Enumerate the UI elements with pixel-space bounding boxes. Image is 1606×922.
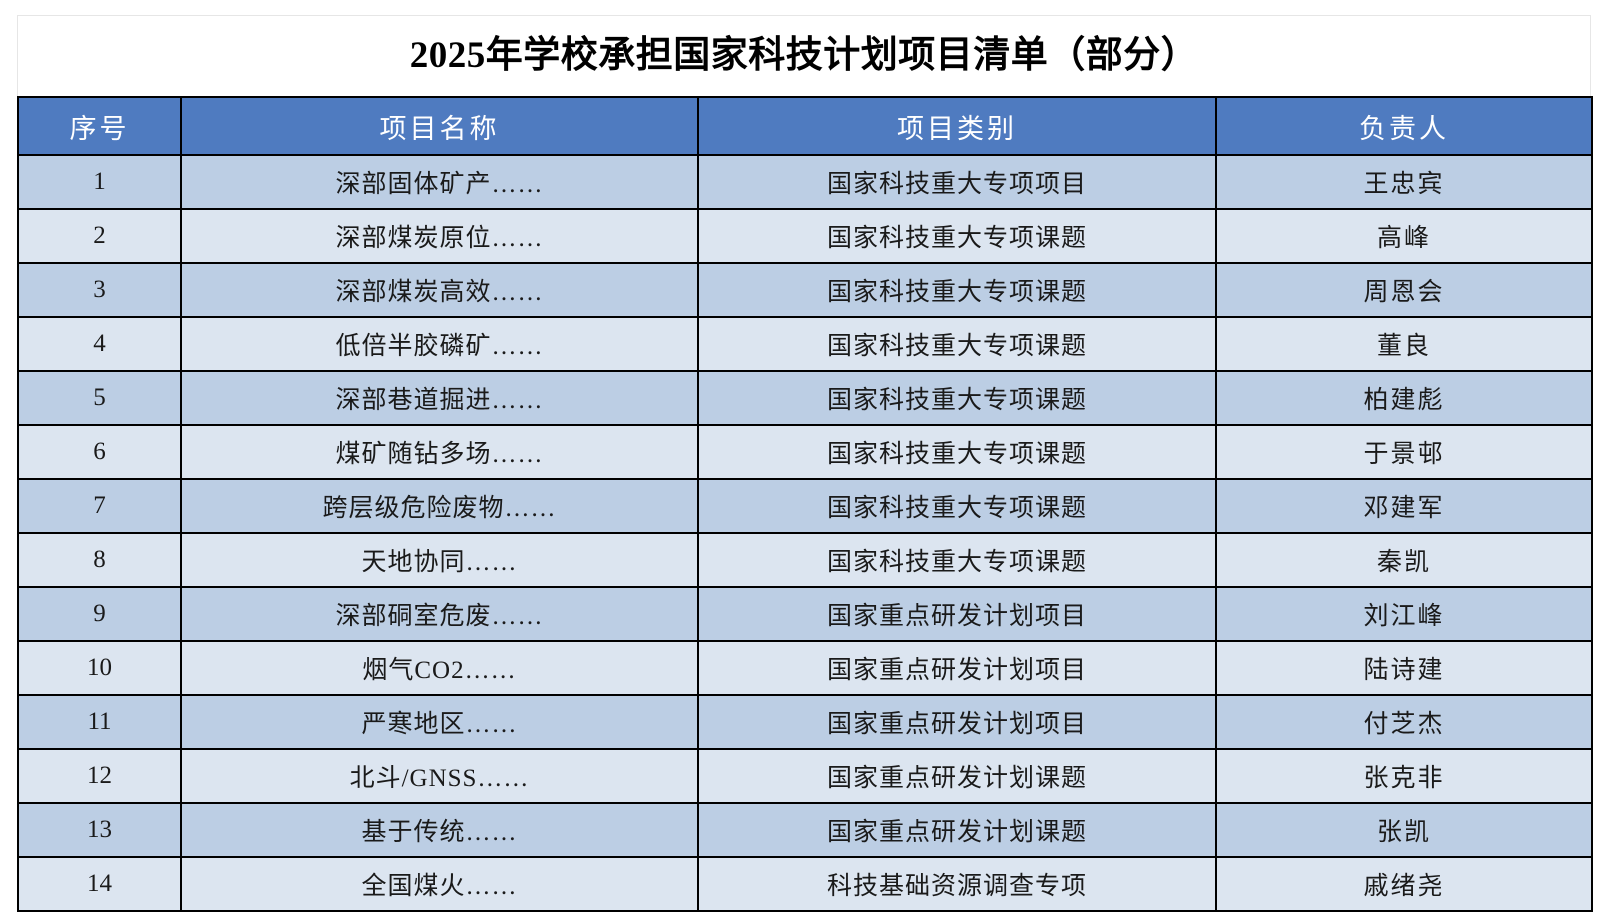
cell-name: 北斗/GNSS…… [180, 748, 699, 804]
cell-no: 5 [17, 370, 182, 426]
table-row[interactable]: 11 严寒地区…… 国家重点研发计划项目 付芝杰 [17, 694, 1593, 750]
cell-pi: 董良 [1215, 316, 1593, 372]
cell-pi: 高峰 [1215, 208, 1593, 264]
column-header-pi[interactable]: 负责人 [1215, 96, 1593, 156]
table-row[interactable]: 2 深部煤炭原位…… 国家科技重大专项课题 高峰 [17, 208, 1593, 264]
table-header-row: 序号 项目名称 项目类别 负责人 [17, 96, 1593, 156]
cell-pi: 张凯 [1215, 802, 1593, 858]
cell-no: 4 [17, 316, 182, 372]
cell-cat: 国家科技重大专项课题 [697, 424, 1217, 480]
cell-name: 跨层级危险废物…… [180, 478, 699, 534]
cell-cat: 国家科技重大专项课题 [697, 532, 1217, 588]
table-row[interactable]: 9 深部硐室危废…… 国家重点研发计划项目 刘江峰 [17, 586, 1593, 642]
column-header-name[interactable]: 项目名称 [180, 96, 699, 156]
cell-name: 全国煤火…… [180, 856, 699, 912]
cell-cat: 国家科技重大专项课题 [697, 370, 1217, 426]
cell-name: 深部巷道掘进…… [180, 370, 699, 426]
column-header-cat[interactable]: 项目类别 [697, 96, 1217, 156]
cell-no: 14 [17, 856, 182, 912]
cell-cat: 国家重点研发计划项目 [697, 640, 1217, 696]
cell-pi: 陆诗建 [1215, 640, 1593, 696]
table-row[interactable]: 8 天地协同…… 国家科技重大专项课题 秦凯 [17, 532, 1593, 588]
table-row[interactable]: 4 低倍半胶磷矿…… 国家科技重大专项课题 董良 [17, 316, 1593, 372]
table-row[interactable]: 3 深部煤炭高效…… 国家科技重大专项课题 周恩会 [17, 262, 1593, 318]
table-row[interactable]: 6 煤矿随钻多场…… 国家科技重大专项课题 于景邨 [17, 424, 1593, 480]
cell-no: 11 [17, 694, 182, 750]
cell-no: 12 [17, 748, 182, 804]
table-header: 序号 项目名称 项目类别 负责人 [17, 96, 1593, 156]
cell-name: 基于传统…… [180, 802, 699, 858]
cell-pi: 周恩会 [1215, 262, 1593, 318]
cell-no: 10 [17, 640, 182, 696]
cell-no: 1 [17, 154, 182, 210]
cell-no: 3 [17, 262, 182, 318]
cell-pi: 于景邨 [1215, 424, 1593, 480]
cell-no: 9 [17, 586, 182, 642]
cell-no: 6 [17, 424, 182, 480]
table-row[interactable]: 14 全国煤火…… 科技基础资源调查专项 戚绪尧 [17, 856, 1593, 912]
page-title: 2025年学校承担国家科技计划项目清单（部分） [409, 34, 1199, 76]
cell-no: 8 [17, 532, 182, 588]
cell-name: 深部煤炭原位…… [180, 208, 699, 264]
cell-name: 深部硐室危废…… [180, 586, 699, 642]
cell-name: 烟气CO2…… [180, 640, 699, 696]
cell-name: 深部固体矿产…… [180, 154, 699, 210]
cell-cat: 国家重点研发计划课题 [697, 748, 1217, 804]
table-row[interactable]: 1 深部固体矿产…… 国家科技重大专项项目 王忠宾 [17, 154, 1593, 210]
table-row[interactable]: 13 基于传统…… 国家重点研发计划课题 张凯 [17, 802, 1593, 858]
document-title-cell: 2025年学校承担国家科技计划项目清单（部分） [17, 15, 1591, 96]
table-body: 1 深部固体矿产…… 国家科技重大专项项目 王忠宾 2 深部煤炭原位…… 国家科… [17, 154, 1593, 912]
cell-no: 2 [17, 208, 182, 264]
cell-pi: 刘江峰 [1215, 586, 1593, 642]
cell-cat: 国家科技重大专项课题 [697, 208, 1217, 264]
cell-cat: 国家科技重大专项课题 [697, 316, 1217, 372]
table-row[interactable]: 10 烟气CO2…… 国家重点研发计划项目 陆诗建 [17, 640, 1593, 696]
cell-pi: 戚绪尧 [1215, 856, 1593, 912]
cell-pi: 王忠宾 [1215, 154, 1593, 210]
cell-cat: 国家重点研发计划项目 [697, 694, 1217, 750]
cell-cat: 国家科技重大专项课题 [697, 478, 1217, 534]
column-header-no[interactable]: 序号 [17, 96, 182, 156]
cell-name: 天地协同…… [180, 532, 699, 588]
project-list-table: 序号 项目名称 项目类别 负责人 1 深部固体矿产…… 国家科技重大专项项目 王… [17, 96, 1593, 912]
cell-no: 13 [17, 802, 182, 858]
cell-cat: 科技基础资源调查专项 [697, 856, 1217, 912]
cell-no: 7 [17, 478, 182, 534]
table-row[interactable]: 12 北斗/GNSS…… 国家重点研发计划课题 张克非 [17, 748, 1593, 804]
table-row[interactable]: 7 跨层级危险废物…… 国家科技重大专项课题 邓建军 [17, 478, 1593, 534]
cell-cat: 国家重点研发计划项目 [697, 586, 1217, 642]
cell-name: 低倍半胶磷矿…… [180, 316, 699, 372]
cell-name: 深部煤炭高效…… [180, 262, 699, 318]
cell-pi: 柏建彪 [1215, 370, 1593, 426]
cell-cat: 国家科技重大专项项目 [697, 154, 1217, 210]
cell-cat: 国家科技重大专项课题 [697, 262, 1217, 318]
cell-name: 严寒地区…… [180, 694, 699, 750]
table-row[interactable]: 5 深部巷道掘进…… 国家科技重大专项课题 柏建彪 [17, 370, 1593, 426]
cell-pi: 张克非 [1215, 748, 1593, 804]
cell-pi: 秦凯 [1215, 532, 1593, 588]
cell-name: 煤矿随钻多场…… [180, 424, 699, 480]
cell-pi: 付芝杰 [1215, 694, 1593, 750]
cell-pi: 邓建军 [1215, 478, 1593, 534]
cell-cat: 国家重点研发计划课题 [697, 802, 1217, 858]
